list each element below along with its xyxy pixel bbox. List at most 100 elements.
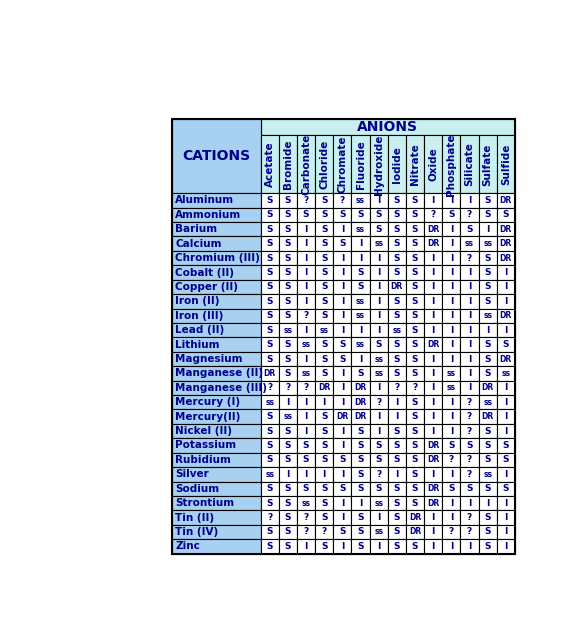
Bar bbox=[315, 453, 333, 467]
Bar bbox=[388, 467, 406, 481]
Bar bbox=[333, 236, 352, 251]
Bar bbox=[261, 496, 279, 511]
Text: I: I bbox=[468, 326, 471, 335]
Text: Potassium: Potassium bbox=[176, 441, 236, 450]
Text: S: S bbox=[484, 253, 491, 263]
Bar bbox=[442, 323, 460, 337]
Text: I: I bbox=[304, 470, 308, 479]
Text: I: I bbox=[450, 340, 453, 349]
Bar bbox=[370, 539, 388, 554]
Text: DR: DR bbox=[427, 441, 439, 450]
Text: S: S bbox=[412, 470, 418, 479]
Text: S: S bbox=[484, 297, 491, 306]
Text: ss: ss bbox=[483, 470, 492, 479]
Text: I: I bbox=[377, 542, 380, 551]
Bar bbox=[333, 309, 352, 323]
Bar bbox=[370, 135, 388, 193]
Text: I: I bbox=[450, 326, 453, 335]
Bar bbox=[424, 265, 442, 280]
Bar bbox=[261, 380, 279, 395]
Text: S: S bbox=[412, 412, 418, 421]
Bar bbox=[479, 193, 497, 208]
Bar bbox=[171, 251, 261, 265]
Bar bbox=[352, 453, 370, 467]
Bar bbox=[406, 511, 424, 525]
Bar bbox=[479, 280, 497, 294]
Text: I: I bbox=[432, 326, 435, 335]
Text: S: S bbox=[285, 196, 291, 205]
Bar bbox=[352, 309, 370, 323]
Bar bbox=[370, 496, 388, 511]
Bar bbox=[406, 280, 424, 294]
Text: ?: ? bbox=[304, 311, 309, 320]
Bar bbox=[406, 539, 424, 554]
Bar bbox=[442, 366, 460, 380]
Bar bbox=[424, 236, 442, 251]
Bar bbox=[370, 395, 388, 410]
Bar bbox=[406, 208, 424, 222]
Text: I: I bbox=[486, 326, 489, 335]
Text: I: I bbox=[468, 268, 471, 277]
Text: S: S bbox=[285, 455, 291, 464]
Bar bbox=[388, 438, 406, 453]
Text: S: S bbox=[267, 498, 273, 507]
Text: ss: ss bbox=[374, 239, 383, 248]
Text: S: S bbox=[267, 210, 273, 219]
Bar bbox=[460, 265, 479, 280]
Bar bbox=[315, 337, 333, 352]
Bar bbox=[460, 222, 479, 236]
Bar bbox=[424, 135, 442, 193]
Bar bbox=[424, 366, 442, 380]
Text: I: I bbox=[359, 326, 362, 335]
Bar bbox=[297, 438, 315, 453]
Bar bbox=[171, 280, 261, 294]
Bar bbox=[442, 280, 460, 294]
Bar bbox=[279, 135, 297, 193]
Bar bbox=[315, 135, 333, 193]
Text: I: I bbox=[450, 427, 453, 436]
Text: S: S bbox=[267, 455, 273, 464]
Text: DR: DR bbox=[409, 513, 421, 522]
Bar bbox=[460, 236, 479, 251]
Text: S: S bbox=[321, 412, 328, 421]
Bar bbox=[497, 222, 515, 236]
Bar bbox=[479, 236, 497, 251]
Text: S: S bbox=[285, 225, 291, 234]
Bar bbox=[261, 453, 279, 467]
Text: S: S bbox=[394, 354, 400, 363]
Bar bbox=[370, 410, 388, 424]
Bar bbox=[297, 424, 315, 438]
Bar bbox=[333, 424, 352, 438]
Text: I: I bbox=[340, 225, 344, 234]
Bar bbox=[352, 438, 370, 453]
Bar bbox=[297, 251, 315, 265]
Text: Mercury(II): Mercury(II) bbox=[176, 411, 241, 422]
Bar bbox=[442, 467, 460, 481]
Bar bbox=[171, 119, 261, 193]
Bar bbox=[315, 193, 333, 208]
Text: S: S bbox=[394, 498, 400, 507]
Bar bbox=[297, 539, 315, 554]
Bar bbox=[479, 265, 497, 280]
Text: I: I bbox=[322, 470, 326, 479]
Text: I: I bbox=[340, 369, 344, 378]
Bar bbox=[460, 294, 479, 309]
Bar bbox=[406, 496, 424, 511]
Text: S: S bbox=[285, 268, 291, 277]
Text: I: I bbox=[468, 384, 471, 392]
Text: S: S bbox=[357, 542, 364, 551]
Bar bbox=[352, 251, 370, 265]
Text: ?: ? bbox=[467, 455, 472, 464]
Text: S: S bbox=[484, 369, 491, 378]
Text: S: S bbox=[321, 485, 328, 493]
Text: ss: ss bbox=[447, 384, 456, 392]
Bar bbox=[333, 280, 352, 294]
Text: I: I bbox=[432, 542, 435, 551]
Text: S: S bbox=[448, 210, 455, 219]
Text: I: I bbox=[377, 384, 380, 392]
Bar bbox=[261, 208, 279, 222]
Bar bbox=[479, 511, 497, 525]
Text: I: I bbox=[504, 427, 507, 436]
Text: DR: DR bbox=[318, 384, 331, 392]
Bar bbox=[279, 424, 297, 438]
